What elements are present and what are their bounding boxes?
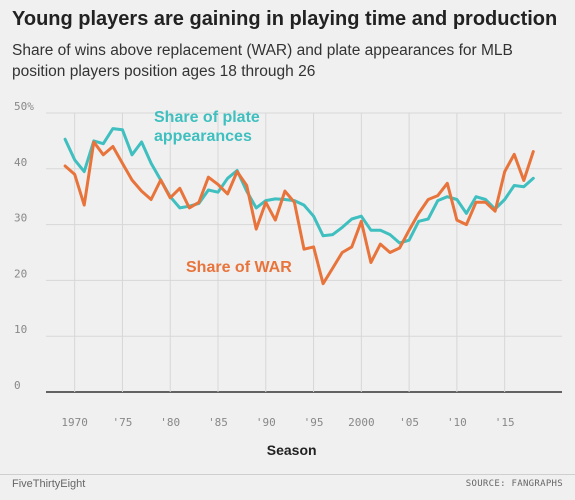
- x-tick-label: '75: [113, 416, 133, 429]
- x-axis-label: Season: [267, 442, 317, 458]
- annotation-line: Share of plate: [154, 109, 260, 126]
- annotation-plate-appearances: Share of plate appearances: [154, 109, 260, 145]
- y-tick-label: 30: [14, 212, 27, 225]
- x-tick-label: '10: [447, 416, 467, 429]
- line-chart: 0 10 20 30 40 50% 1970 '75 '80 '85 '90 '95 2000 '05 '1…: [14, 100, 562, 458]
- y-tick-label: 0: [14, 379, 21, 392]
- footer-rule: [0, 474, 575, 475]
- y-tick-label: 50%: [14, 100, 34, 113]
- x-tick-label: '80: [160, 416, 180, 429]
- x-tick-label: 2000: [348, 416, 375, 429]
- x-tick-label: 1970: [61, 416, 88, 429]
- series-line-plate-appearances: [63, 127, 535, 245]
- y-tick-label: 20: [14, 267, 27, 280]
- x-tick-label: '90: [256, 416, 276, 429]
- annotation-war: Share of WAR: [186, 259, 292, 276]
- x-tick-label: '15: [495, 416, 515, 429]
- y-tick-label: 10: [14, 323, 27, 336]
- chart-title: Young players are gaining in playing tim…: [12, 8, 558, 30]
- chart-subtitle: Share of wins above replacement (WAR) an…: [12, 42, 513, 80]
- y-tick-label: 40: [14, 156, 27, 169]
- footer-source: SOURCE: FANGRAPHS: [465, 479, 563, 489]
- annotation-line: appearances: [154, 128, 252, 145]
- x-tick-label: '05: [399, 416, 419, 429]
- series-line-war: [63, 140, 535, 286]
- x-tick-label: '85: [208, 416, 228, 429]
- annotation-line: Share of WAR: [186, 259, 292, 276]
- x-tick-label: '95: [304, 416, 324, 429]
- footer-brand: FiveThirtyEight: [12, 478, 86, 490]
